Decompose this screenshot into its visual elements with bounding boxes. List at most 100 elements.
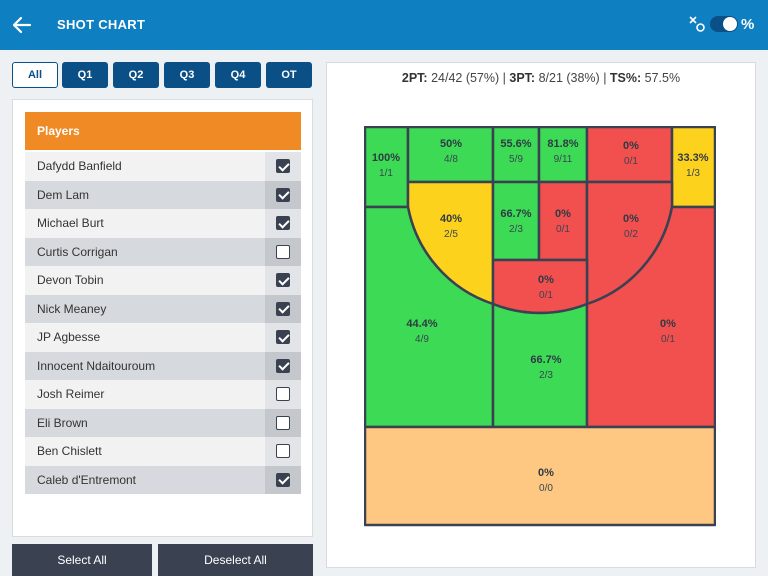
filter-q3[interactable]: Q3 <box>164 62 210 88</box>
players-panel: Players Dafydd Banfield Dem Lam Michael Bu… <box>12 99 313 537</box>
zone-made-attempted: 0/1 <box>624 156 638 167</box>
player-checkbox[interactable] <box>276 472 290 487</box>
two-pt-label: 2PT: <box>401 71 428 85</box>
players-header: Players <box>25 112 301 150</box>
percent-toggle[interactable] <box>710 16 738 32</box>
player-name: Curtis Corrigan <box>37 244 118 259</box>
player-name: Dem Lam <box>37 187 90 202</box>
player-checkbox[interactable] <box>276 358 290 373</box>
zone-percent: 0% <box>538 274 554 286</box>
summary-separator: | <box>599 71 610 85</box>
player-row[interactable]: Devon Tobin <box>25 266 301 295</box>
player-checkbox-cell <box>265 408 301 437</box>
filter-q4[interactable]: Q4 <box>215 62 261 88</box>
zone-made-attempted: 0/1 <box>661 334 675 345</box>
top-bar: SHOT CHART % <box>0 0 768 50</box>
xo-icon[interactable] <box>688 15 706 33</box>
filter-ot[interactable]: OT <box>266 62 312 88</box>
zone-made-attempted: 1/3 <box>686 168 700 179</box>
player-checkbox[interactable] <box>276 415 290 430</box>
zone-made-attempted: 0/0 <box>539 483 553 494</box>
zone-made-attempted: 2/5 <box>444 229 458 240</box>
zone-percent: 0% <box>623 140 639 152</box>
zone-percent: 44.4% <box>406 318 437 330</box>
zone-percent: 100% <box>372 152 400 164</box>
zone-right-wing-three[interactable] <box>585 205 716 429</box>
page-title: SHOT CHART <box>57 17 146 32</box>
zone-percent: 0% <box>660 318 676 330</box>
ts-label: TS%: <box>609 71 642 85</box>
player-checkbox-cell <box>265 180 301 209</box>
player-checkbox-cell <box>265 209 301 238</box>
player-row[interactable]: Dafydd Banfield <box>25 152 301 181</box>
shooting-summary: 2PT: 24/42 (57%) | 3PT: 8/21 (38%) | TS%… <box>327 71 755 85</box>
player-checkbox[interactable] <box>276 444 290 458</box>
select-all-button[interactable]: Select All <box>12 544 152 576</box>
zone-right-corner-three[interactable] <box>670 126 716 209</box>
filter-all[interactable]: All <box>12 62 58 88</box>
player-checkbox-cell <box>265 237 301 266</box>
shot-chart-panel: 2PT: 24/42 (57%) | 3PT: 8/21 (38%) | TS%… <box>326 62 756 568</box>
player-checkbox-cell <box>265 437 301 466</box>
zone-left-corner-three[interactable] <box>364 126 410 209</box>
player-list: Dafydd Banfield Dem Lam Michael Burt Curtis… <box>25 152 301 494</box>
player-name: Michael Burt <box>37 216 104 230</box>
player-checkbox[interactable] <box>276 244 290 259</box>
zone-percent: 0% <box>538 467 554 479</box>
player-row[interactable]: Curtis Corrigan <box>25 237 301 266</box>
player-checkbox[interactable] <box>276 273 290 287</box>
zone-percent: 66.7% <box>500 208 531 220</box>
zone-made-attempted: 2/3 <box>509 224 523 235</box>
zone-made-attempted: 0/1 <box>556 224 570 235</box>
zone-left-paint-inner[interactable] <box>491 180 541 262</box>
player-row[interactable]: Michael Burt <box>25 209 301 238</box>
player-name: Caleb d'Entremont <box>37 472 137 487</box>
back-arrow-icon[interactable] <box>10 13 34 37</box>
player-checkbox[interactable] <box>276 216 290 230</box>
filter-q2[interactable]: Q2 <box>113 62 159 88</box>
zone-percent: 81.8% <box>547 138 578 150</box>
two-pt-value: 24/42 (57%) <box>431 71 500 85</box>
player-checkbox-cell <box>265 380 301 409</box>
player-checkbox[interactable] <box>276 187 290 202</box>
player-checkbox[interactable] <box>276 387 290 401</box>
zone-made-attempted: 0/1 <box>539 290 553 301</box>
player-checkbox-cell <box>265 323 301 352</box>
player-checkbox[interactable] <box>276 301 290 316</box>
zone-percent: 40% <box>440 213 462 225</box>
zone-percent: 0% <box>623 213 639 225</box>
zone-made-attempted: 2/3 <box>539 370 553 381</box>
player-name: Josh Reimer <box>37 387 105 401</box>
player-checkbox[interactable] <box>276 159 290 173</box>
percent-label: % <box>741 16 755 33</box>
summary-separator: | <box>499 71 510 85</box>
player-row[interactable]: Eli Brown <box>25 408 301 437</box>
player-name: JP Agbesse <box>37 330 101 344</box>
toggle-knob <box>723 17 737 31</box>
player-checkbox-cell <box>265 152 301 181</box>
filter-q1[interactable]: Q1 <box>62 62 108 88</box>
player-row[interactable]: Ben Chislett <box>25 437 301 466</box>
zone-right-top-paint[interactable] <box>585 126 674 184</box>
player-name: Dafydd Banfield <box>37 159 122 173</box>
player-row[interactable]: Caleb d'Entremont <box>25 465 301 494</box>
zones-layer <box>364 126 716 527</box>
zone-right-paint-inner[interactable] <box>537 180 589 262</box>
player-row[interactable]: Innocent Ndaitouroum <box>25 351 301 380</box>
three-pt-label: 3PT: <box>509 71 536 85</box>
player-row[interactable]: JP Agbesse <box>25 323 301 352</box>
player-row[interactable]: Dem Lam <box>25 180 301 209</box>
player-name: Innocent Ndaitouroum <box>37 358 156 373</box>
zone-backcourt[interactable] <box>364 425 716 527</box>
player-name: Ben Chislett <box>37 444 102 458</box>
deselect-all-button[interactable]: Deselect All <box>158 544 313 576</box>
zone-top-key[interactable] <box>491 258 589 315</box>
player-checkbox-cell <box>265 294 301 323</box>
player-row[interactable]: Josh Reimer <box>25 380 301 409</box>
zone-made-attempted: 5/9 <box>509 154 523 165</box>
player-row[interactable]: Nick Meaney <box>25 294 301 323</box>
player-name: Devon Tobin <box>37 273 104 287</box>
player-name: Nick Meaney <box>37 301 107 316</box>
player-checkbox[interactable] <box>276 330 290 344</box>
zone-made-attempted: 0/2 <box>624 229 638 240</box>
